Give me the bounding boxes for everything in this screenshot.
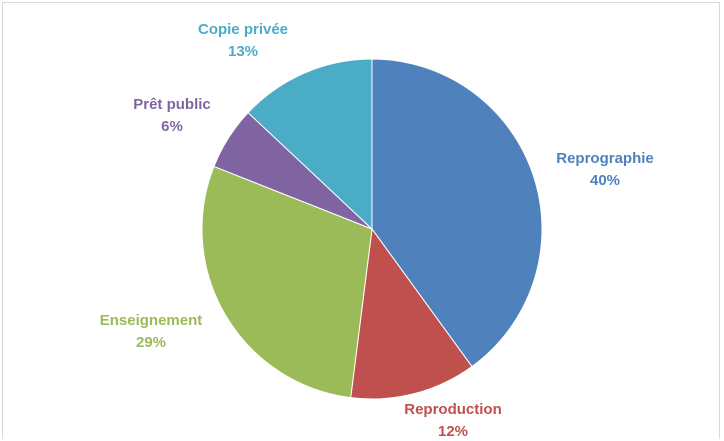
slice-enseignement (201, 165, 373, 399)
slice-value-copie-privee: 13% (228, 43, 258, 60)
slice-label-reproduction: Reproduction (404, 401, 502, 418)
pie-slices (201, 58, 543, 400)
slice-value-reproduction: 12% (438, 423, 468, 440)
pie-labels: Reprographie 40% Reproduction 12% Enseigneme… (100, 21, 654, 440)
slice-reproduction (350, 227, 473, 400)
slice-label-pret-public: Prêt public (133, 96, 211, 113)
slice-label-enseignement: Enseignement (100, 312, 203, 329)
slice-value-enseignement: 29% (136, 334, 166, 351)
slice-label-copie-privee: Copie privée (198, 21, 288, 38)
slice-reprographie (371, 58, 543, 368)
slice-value-reprographie: 40% (590, 172, 620, 189)
slice-label-reprographie: Reprographie (556, 150, 654, 167)
slice-value-pret-public: 6% (161, 118, 183, 135)
slice-copie-privee (247, 58, 373, 231)
